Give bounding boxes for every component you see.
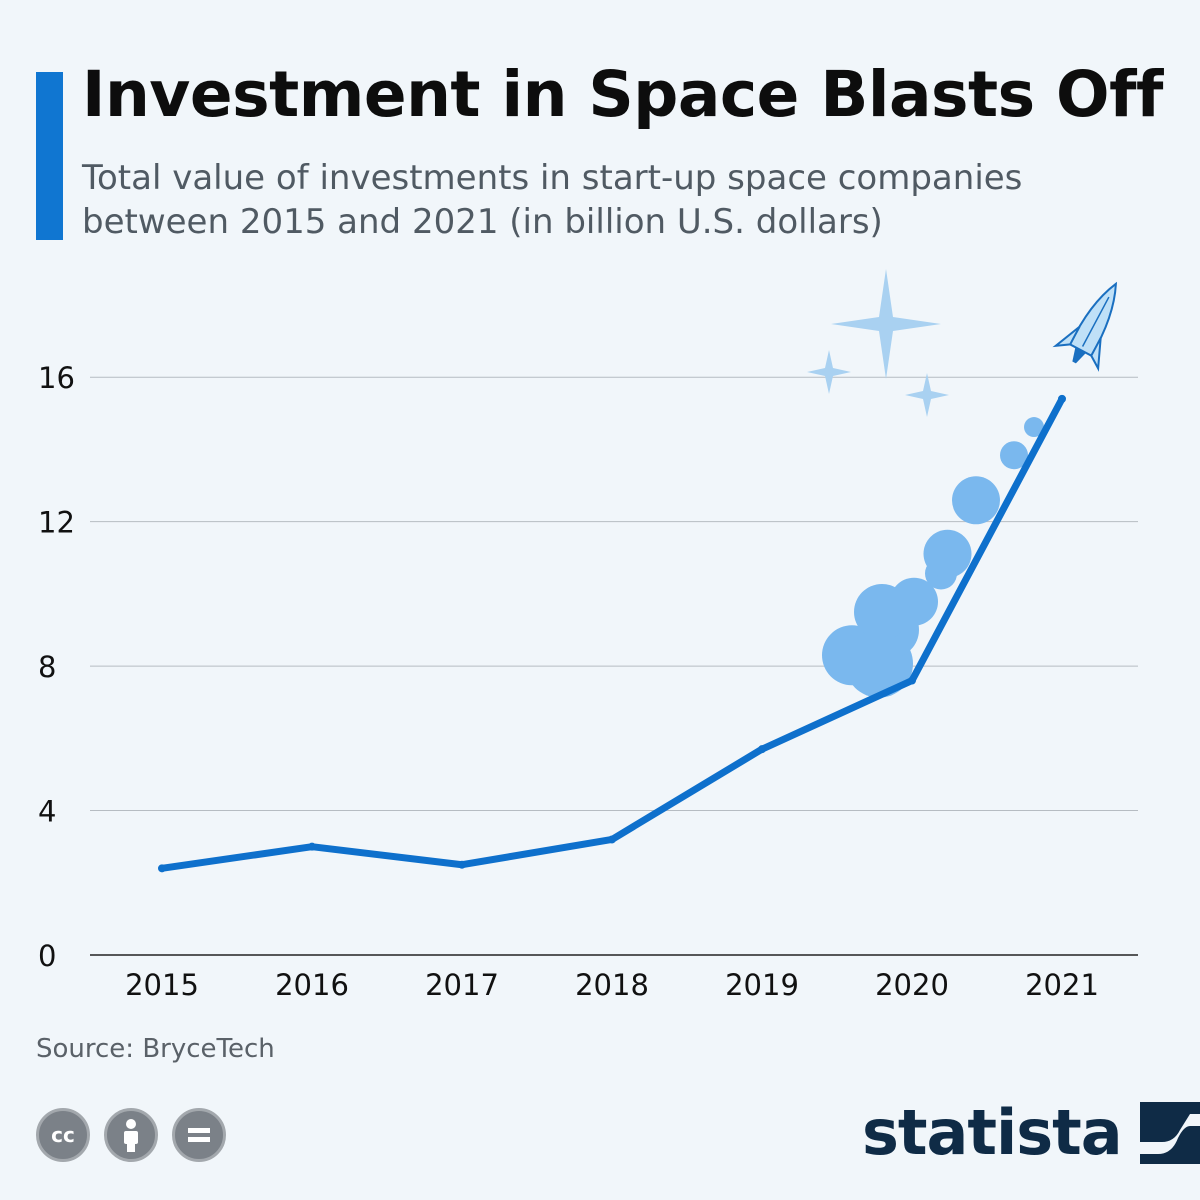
statista-brand[interactable]: statista xyxy=(862,1098,1200,1168)
y-tick-label: 8 xyxy=(38,650,56,684)
source-note: Source: BryceTech xyxy=(36,1034,275,1064)
y-tick-label: 12 xyxy=(38,506,75,540)
sparkle-large xyxy=(831,269,941,379)
license-icons: cc xyxy=(36,1108,226,1162)
sparkle-small xyxy=(905,373,949,417)
data-point xyxy=(1058,394,1066,403)
x-tick-label: 2017 xyxy=(425,968,499,1002)
x-tick-label: 2019 xyxy=(725,968,799,1002)
chart-title: Investment in Space Blasts Off xyxy=(82,58,1163,131)
smoke-cloud xyxy=(854,583,910,640)
x-tick-label: 2016 xyxy=(275,968,349,1002)
y-tick-label: 16 xyxy=(38,361,75,395)
smoke-cloud xyxy=(952,476,1000,525)
sparkle-small xyxy=(807,350,851,394)
attribution-icon[interactable] xyxy=(104,1108,158,1162)
y-tick-label: 4 xyxy=(38,795,56,829)
smoke-cloud xyxy=(923,529,972,578)
data-point xyxy=(758,745,766,754)
x-tick-label: 2020 xyxy=(875,968,949,1002)
brand-name: statista xyxy=(862,1096,1123,1169)
line-chart: 0 4 8 12 16 2015 2016 2017 2018 2019 2020 2021 xyxy=(38,269,1138,1002)
x-tick-label: 2021 xyxy=(1025,968,1099,1002)
data-point xyxy=(458,860,466,869)
rocket-icon xyxy=(1052,281,1118,372)
smoke-cloud xyxy=(1024,417,1044,438)
accent-bar xyxy=(36,72,63,240)
smoke-cloud xyxy=(822,625,882,686)
x-tick-label: 2018 xyxy=(575,968,649,1002)
no-derivatives-icon[interactable] xyxy=(172,1108,226,1162)
statista-logo-icon xyxy=(1139,1102,1200,1164)
smoke-cloud xyxy=(1000,441,1028,470)
data-point xyxy=(608,835,616,844)
y-tick-label: 0 xyxy=(38,939,56,973)
data-point xyxy=(158,864,166,873)
data-point xyxy=(908,676,916,685)
data-line xyxy=(158,395,1066,872)
cc-icon[interactable]: cc xyxy=(36,1108,90,1162)
x-tick-label: 2015 xyxy=(125,968,199,1002)
data-point xyxy=(308,842,316,851)
chart-subtitle: Total value of investments in start-up s… xyxy=(82,158,1023,242)
